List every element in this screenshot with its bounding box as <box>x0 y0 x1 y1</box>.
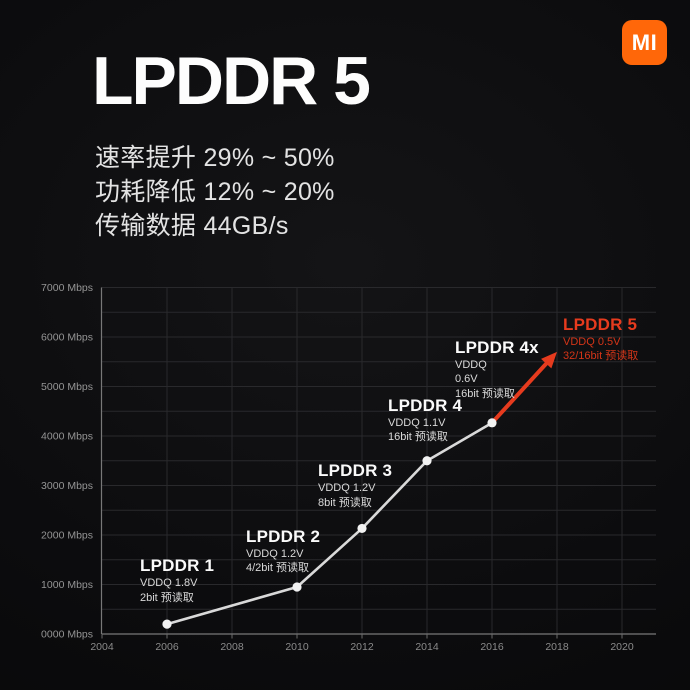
x-tick-label: 2004 <box>90 641 114 653</box>
x-tick-label: 2006 <box>155 641 179 653</box>
y-tick-label: 6000 Mbps <box>41 332 93 344</box>
data-point <box>357 523 367 534</box>
x-tick-label: 2010 <box>285 641 309 653</box>
y-tick-label: 7000 Mbps <box>41 282 93 294</box>
y-tick-label: 2000 Mbps <box>41 530 93 542</box>
stat-data-transfer: 传输数据 44GB/s <box>95 212 289 240</box>
xiaomi-logo: MI <box>622 20 667 65</box>
x-tick-label: 2020 <box>610 641 634 653</box>
x-tick-label: 2016 <box>480 641 504 653</box>
y-tick-label: 0000 Mbps <box>41 629 93 641</box>
data-point <box>292 582 302 592</box>
data-point <box>162 619 172 629</box>
lpddr5-arrow-head <box>541 351 557 369</box>
x-tick-label: 2018 <box>545 641 569 653</box>
stat-speed-gain: 速率提升 29% ~ 50% <box>95 144 335 172</box>
y-tick-label: 5000 Mbps <box>41 381 93 393</box>
lpddr5-arrow-shaft <box>490 357 552 425</box>
y-tick-label: 3000 Mbps <box>41 480 93 492</box>
data-point <box>422 456 432 466</box>
y-tick-label: 4000 Mbps <box>41 431 93 443</box>
data-point <box>487 418 497 428</box>
x-tick-label: 2014 <box>415 641 439 653</box>
xiaomi-logo-text: MI <box>631 29 658 55</box>
stat-power-saving: 功耗降低 12% ~ 20% <box>95 178 335 206</box>
y-tick-label: 1000 Mbps <box>41 579 93 591</box>
page-title: LPDDR 5 <box>92 43 371 119</box>
x-tick-label: 2008 <box>220 641 244 653</box>
stats-block: 速率提升 29% ~ 50% 功耗降低 12% ~ 20% 传输数据 44GB/… <box>95 141 335 243</box>
series-line <box>165 421 494 626</box>
x-tick-label: 2012 <box>350 641 374 653</box>
